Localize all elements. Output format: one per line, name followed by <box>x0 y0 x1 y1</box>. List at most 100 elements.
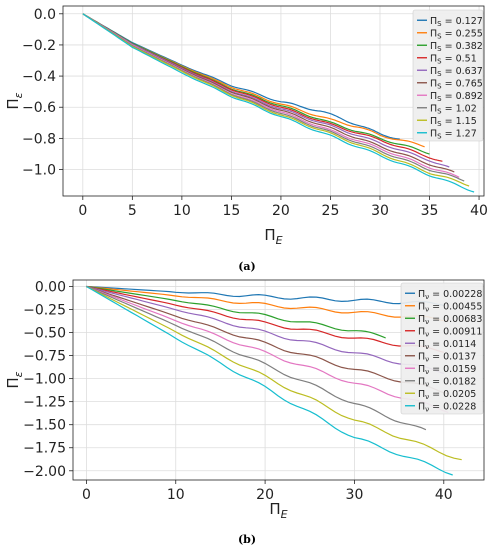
caption-b: (b) <box>237 533 257 546</box>
x-tick-label: 30 <box>371 203 389 219</box>
series-line <box>86 285 449 322</box>
legend-sub: ν <box>425 405 429 413</box>
legend-label: Πν = 0.00911 <box>418 326 482 338</box>
y-tick-label: −0.4 <box>22 69 56 85</box>
legend-label: ΠS = 0.127 <box>430 16 483 28</box>
legend-value: = 0.382 <box>442 41 483 52</box>
legend-sub: ν <box>425 293 429 301</box>
legend-value: = 0.51 <box>442 53 477 64</box>
y-tick-label: 0.0 <box>34 7 56 23</box>
legend-prefix: Π <box>430 103 437 114</box>
legend-label: Πν = 0.0137 <box>418 351 476 363</box>
legend-label: Πν = 0.0114 <box>418 339 476 351</box>
legend-prefix: Π <box>430 66 437 77</box>
legend-value: = 1.02 <box>442 103 477 114</box>
legend-label: ΠS = 0.892 <box>430 91 483 103</box>
x-tick-label: 0 <box>78 203 87 219</box>
legend-prefix: Π <box>430 91 437 102</box>
series-line <box>86 285 449 395</box>
x-tick-label: 20 <box>272 203 290 219</box>
series-line <box>86 285 453 476</box>
y-axis-label-sub: ε <box>12 92 25 98</box>
legend-prefix: Π <box>430 16 437 27</box>
x-tick-label: 40 <box>435 487 453 503</box>
series-line <box>82 13 443 162</box>
series-line <box>86 285 444 306</box>
legend-label: Πν = 0.0159 <box>418 364 476 376</box>
legend-prefix: Π <box>430 116 437 127</box>
legend-sub: ν <box>425 318 429 326</box>
legend-value: = 0.00228 <box>429 289 482 300</box>
series-line <box>86 285 386 339</box>
legend-sub: ν <box>425 368 429 376</box>
legend-prefix: Π <box>418 326 425 337</box>
legend-value: = 0.0159 <box>429 364 476 375</box>
legend-sub: ν <box>425 305 429 313</box>
x-tick-label: 35 <box>421 203 439 219</box>
y-tick-label: −0.8 <box>22 131 56 147</box>
legend-label: Πν = 0.0205 <box>418 389 476 401</box>
series-line <box>82 13 470 187</box>
x-tick-label: 25 <box>322 203 340 219</box>
legend-prefix: Π <box>430 128 437 139</box>
x-tick-label: 5 <box>128 203 137 219</box>
legend-label: ΠS = 0.51 <box>430 53 477 65</box>
legend-prefix: Π <box>418 389 425 400</box>
legend-label: Πν = 0.0182 <box>418 376 476 388</box>
legend-sub: S <box>437 95 442 103</box>
y-tick-label: −1.00 <box>23 372 66 388</box>
legend-sub: ν <box>425 380 429 388</box>
legend-value: = 0.0182 <box>429 376 476 387</box>
legend-label: Πν = 0.00683 <box>418 314 482 326</box>
y-tick-label: −1.50 <box>23 418 66 434</box>
legend-value: = 1.15 <box>442 116 477 127</box>
axes-frame <box>62 5 485 197</box>
axes-frame <box>72 279 485 481</box>
legend-sub: ν <box>425 393 429 401</box>
legend-label: ΠS = 1.02 <box>430 103 477 115</box>
legend-value: = 0.0137 <box>429 351 476 362</box>
legend-label: Πν = 0.0228 <box>418 401 476 413</box>
y-tick-label: −0.50 <box>23 326 66 342</box>
x-axis-label: ΠE <box>269 500 287 521</box>
legend-prefix: Π <box>430 53 437 64</box>
legend-label: ΠS = 0.255 <box>430 28 483 40</box>
legend-prefix: Π <box>430 28 437 39</box>
x-tick-label: 15 <box>222 203 240 219</box>
series-line <box>86 285 462 461</box>
x-tick-label: 40 <box>470 203 488 219</box>
legend-sub: S <box>437 107 442 115</box>
caption-a: (a) <box>238 260 256 273</box>
legend-prefix: Π <box>418 401 425 412</box>
y-tick-label: −1.25 <box>23 395 66 411</box>
y-tick-label: −0.2 <box>22 38 56 54</box>
legend-value: = 0.00911 <box>429 326 482 337</box>
y-axis-label: Πε <box>4 371 25 388</box>
legend-label: ΠS = 0.765 <box>430 78 483 90</box>
legend-label: ΠS = 0.637 <box>430 66 483 78</box>
legend-box <box>412 9 484 142</box>
legend-prefix: Π <box>418 301 425 312</box>
series-line <box>82 13 425 148</box>
series-line <box>82 13 430 155</box>
legend-prefix: Π <box>418 339 425 350</box>
legend-label: ΠS = 1.27 <box>430 128 477 140</box>
legend-value: = 0.00455 <box>429 301 482 312</box>
legend-sub: S <box>437 32 442 40</box>
y-axis-label: Πε <box>4 92 25 109</box>
legend-value: = 0.0205 <box>429 389 476 400</box>
series-line <box>82 13 400 140</box>
x-tick-label: 30 <box>346 487 364 503</box>
legend-value: = 1.27 <box>442 128 477 139</box>
legend-sub: S <box>437 57 442 65</box>
legend-prefix: Π <box>418 289 425 300</box>
y-tick-label: −0.25 <box>23 302 66 318</box>
y-tick-label: −1.75 <box>23 441 66 457</box>
x-tick-label: 10 <box>173 203 191 219</box>
legend-label: ΠS = 0.382 <box>430 41 483 53</box>
y-tick-label: −0.6 <box>22 100 56 116</box>
x-axis-label: ΠE <box>264 226 282 247</box>
legend-value: = 0.127 <box>442 16 483 27</box>
